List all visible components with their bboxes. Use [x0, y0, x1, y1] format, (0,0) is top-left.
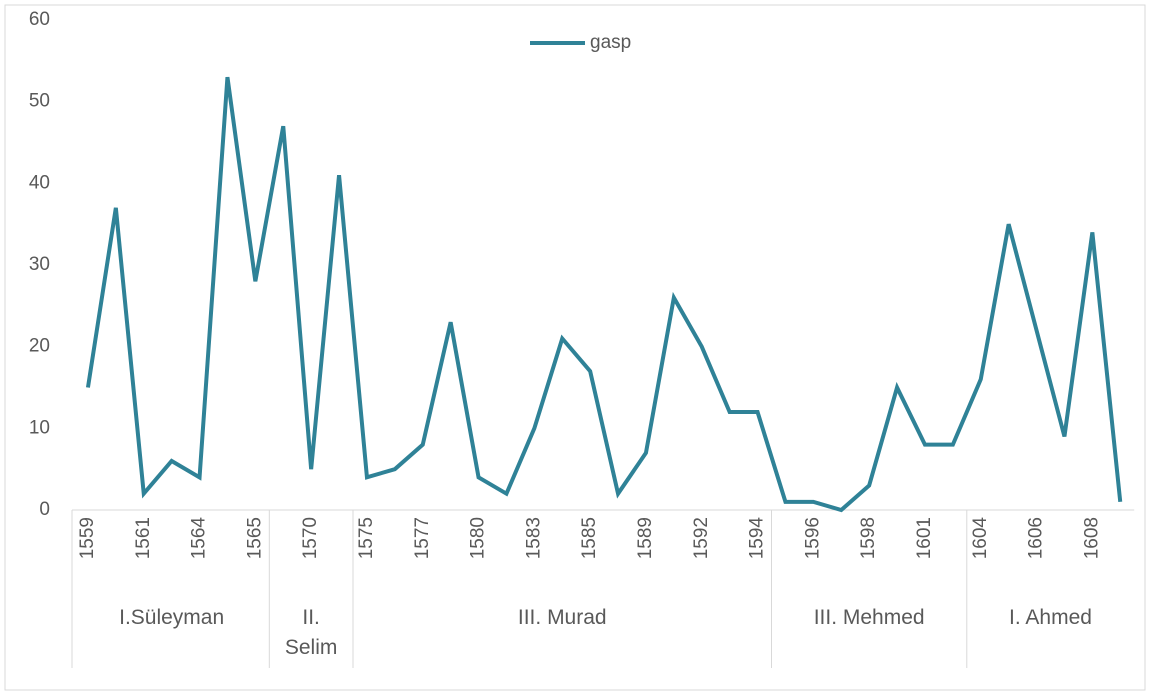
y-tick-label: 50 [29, 91, 50, 112]
group-label: I. Ahmed [1009, 606, 1092, 629]
x-tick-label: 1606 [1026, 517, 1047, 559]
x-tick-label: 1564 [189, 517, 210, 560]
data-line [85, 76, 1123, 513]
x-tick-label: 1559 [77, 517, 98, 559]
x-tick-label: 1585 [579, 517, 600, 559]
chart-frame [4, 4, 1146, 691]
y-tick-label: 20 [29, 336, 50, 357]
x-tick-label: 1592 [691, 517, 712, 559]
x-tick-label: 1580 [468, 517, 489, 559]
group-label: III. Murad [517, 606, 607, 629]
x-tick-label: 1601 [914, 517, 935, 559]
group-label: II. Selim [284, 606, 338, 659]
y-tick-label: 40 [29, 172, 50, 193]
legend-label: gasp [590, 32, 631, 53]
y-tick-label: 0 [39, 499, 50, 520]
group-label: I.Süleyman [119, 606, 225, 629]
x-tick-label: 1596 [802, 517, 823, 559]
x-tick-label: 1561 [133, 517, 154, 559]
x-tick-label: 1575 [356, 517, 377, 559]
x-tick-label: 1589 [635, 517, 656, 559]
x-tick-label: 1594 [747, 517, 768, 560]
x-tick-label: 1608 [1081, 517, 1102, 559]
y-tick-label: 60 [29, 9, 50, 30]
x-tick-label: 1577 [412, 517, 433, 559]
x-tick-label: 1565 [244, 517, 265, 559]
x-tick-label: 1570 [300, 517, 321, 559]
y-tick-label: 10 [29, 417, 50, 438]
y-tick-label: 30 [29, 254, 50, 275]
group-label: III. Mehmed [813, 606, 925, 629]
x-tick-label: 1598 [858, 517, 879, 559]
x-tick-label: 1583 [523, 517, 544, 559]
x-tick-label: 1604 [970, 517, 991, 560]
